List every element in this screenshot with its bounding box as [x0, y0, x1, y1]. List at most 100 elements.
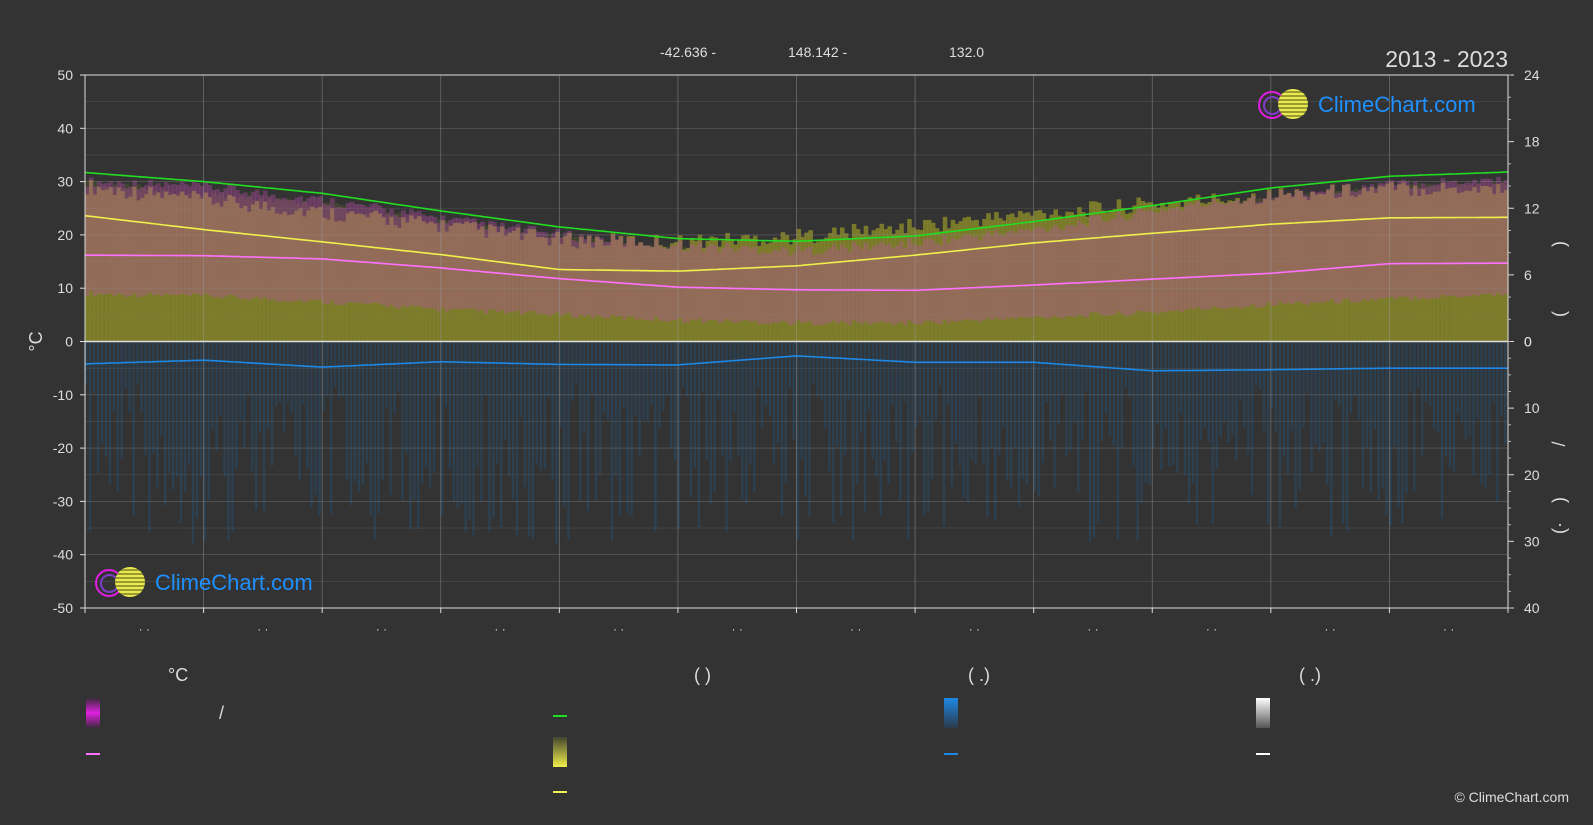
precip-bar: [1215, 341, 1218, 470]
sunshine-bar: [1128, 212, 1134, 342]
sunshine-bar: [1120, 208, 1126, 342]
sunshine-bar: [670, 243, 675, 342]
precip-bar: [1223, 341, 1226, 422]
temp-range-bar: [1085, 226, 1090, 318]
temp-range-bar: [1179, 210, 1185, 312]
precip-bar: [1195, 341, 1199, 526]
sunshine-bar: [1468, 191, 1474, 342]
temp-range-bar: [235, 190, 240, 298]
temp-range-bar: [1468, 182, 1474, 297]
temp-range-bar: [168, 184, 173, 296]
sunshine-bar: [934, 228, 940, 342]
precip-bar: [1262, 341, 1266, 431]
temp-range-bar: [780, 246, 786, 321]
temp-range-bar: [899, 241, 904, 322]
sunshine-bar: [377, 213, 383, 342]
sunshine-bar: [1164, 206, 1169, 342]
sunshine-bar: [503, 235, 509, 342]
temp-range-bar: [1183, 205, 1189, 310]
precip-bar: [227, 341, 230, 542]
temp-range-bar: [1132, 213, 1138, 314]
sunshine-bar: [990, 219, 995, 342]
precip-bar: [547, 341, 550, 398]
temp-range-bar: [298, 196, 304, 300]
precip-bar: [974, 341, 977, 464]
precip-bar: [531, 341, 535, 540]
temp-range-bar: [685, 250, 691, 323]
precip-bar: [737, 341, 740, 457]
series-line-precip_mean: [84, 355, 1508, 372]
precip-bar: [1156, 341, 1159, 425]
temp-range-bar: [1128, 219, 1134, 316]
temp-range-bar: [1156, 213, 1161, 314]
y3-axis-label: /: [1549, 441, 1569, 446]
precip-bar: [571, 341, 574, 402]
sunshine-bar: [796, 228, 802, 342]
sunshine-bar: [895, 229, 900, 342]
precip-bar: [385, 341, 388, 409]
sunshine-bar: [357, 213, 363, 342]
y3-axis-label: (·: [1549, 522, 1569, 534]
temp-range-bar: [199, 185, 205, 296]
sunshine-bar: [816, 241, 821, 342]
temp-range-bar: [990, 235, 995, 321]
temp-range-bar: [1223, 204, 1228, 309]
logo-bottom[interactable]: ClimeChart.com: [95, 566, 313, 600]
sunshine-bar: [96, 186, 102, 342]
precip-bar: [104, 341, 108, 457]
sunshine-bar: [701, 247, 707, 342]
precip-bar: [337, 341, 341, 399]
temp-range-bar: [970, 236, 975, 321]
temp-range-bar: [1152, 211, 1157, 313]
sunshine-bar: [1073, 214, 1078, 342]
sunshine-bar: [330, 208, 335, 342]
precip-bar: [1136, 341, 1139, 542]
temp-range-bar: [1326, 188, 1331, 302]
sunshine-bar: [780, 232, 786, 342]
sunshine-bar: [535, 237, 541, 342]
temp-range-bar: [515, 224, 521, 311]
precip-bar: [756, 341, 760, 388]
sunshine-bar: [282, 211, 288, 342]
temp-range-bar: [1432, 184, 1438, 299]
temp-range-bar: [1120, 216, 1126, 315]
temp-range-bar: [630, 237, 636, 317]
temp-range-bar: [1338, 192, 1343, 304]
y-tick-label: -50: [53, 600, 73, 616]
temp-range-bar: [1365, 187, 1371, 301]
precip-bar: [622, 341, 625, 408]
logo-top[interactable]: ClimeChart.com: [1258, 88, 1476, 122]
temp-range-bar: [934, 243, 940, 324]
temp-range-bar: [1341, 184, 1347, 299]
precip-bar: [800, 341, 803, 459]
sunshine-bar: [108, 187, 114, 342]
precip-mean-swatch: [944, 753, 958, 755]
precip-bar: [1448, 341, 1452, 469]
sunshine-bar: [721, 240, 726, 342]
precip-bar: [1290, 341, 1293, 431]
temp-range-bar: [859, 248, 865, 324]
precip-bar: [942, 341, 946, 526]
precip-bar: [282, 341, 286, 433]
precip-bar: [274, 341, 278, 407]
sunshine-bar: [559, 243, 564, 342]
sunshine-bar: [575, 248, 580, 342]
temp-range-bar: [1112, 218, 1118, 315]
precip-bar: [1286, 341, 1290, 475]
temp-range-bar: [1175, 207, 1181, 311]
temp-range-bar: [152, 185, 157, 296]
sunshine-bar: [1013, 217, 1019, 342]
sunshine-bar: [1302, 196, 1308, 342]
sunshine-bar: [642, 245, 647, 342]
temp-range-bar: [1349, 191, 1355, 303]
sunshine-bar: [705, 240, 711, 342]
precip-bar: [729, 341, 732, 462]
precip-bar: [1440, 341, 1444, 519]
sunshine-bar: [266, 210, 272, 342]
precip-bar: [646, 341, 649, 421]
temp-range-bar: [650, 246, 655, 321]
sunshine-mean-swatch: [553, 791, 567, 793]
sunshine-bar: [1314, 194, 1319, 342]
precip-bar: [1409, 341, 1412, 392]
precip-bar: [749, 341, 752, 465]
